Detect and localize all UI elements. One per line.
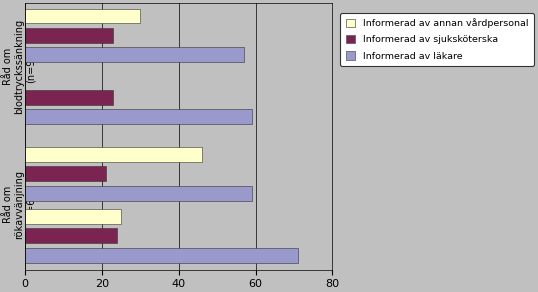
Bar [25,8,140,23]
Bar [25,186,252,201]
Bar [25,228,117,243]
Bar [25,209,121,224]
Bar [25,109,252,124]
Bar [25,28,114,43]
Bar [25,90,114,105]
Bar [25,147,202,162]
Bar [25,248,298,263]
Bar [25,47,244,62]
Legend: Informerad av annan vårdpersonal, Informerad av sjuksköterska, Informerad av läk: Informerad av annan vårdpersonal, Inform… [341,13,534,66]
Bar [25,166,105,181]
